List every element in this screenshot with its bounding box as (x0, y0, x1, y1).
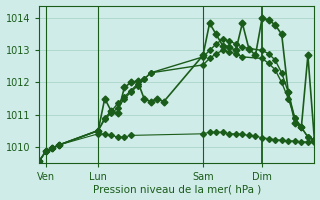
X-axis label: Pression niveau de la mer( hPa ): Pression niveau de la mer( hPa ) (93, 184, 261, 194)
